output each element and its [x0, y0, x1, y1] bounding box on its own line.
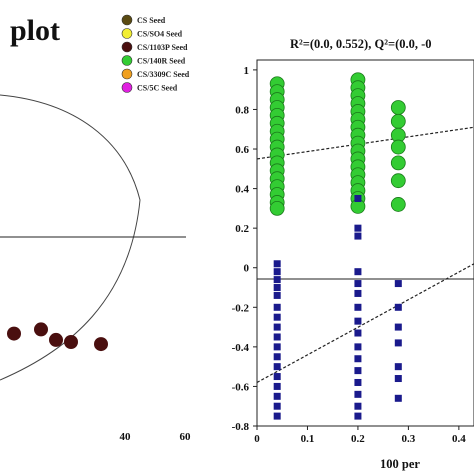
- q2-point-5: [273, 303, 281, 311]
- r2-point-40: [390, 197, 406, 212]
- y-tick-label-1: 0.8: [235, 104, 249, 116]
- x-tick-label-1: 0.1: [301, 433, 315, 445]
- y-tick-label-6: -0.2: [232, 302, 250, 314]
- legend-label-3: CS/140R Seed: [137, 57, 186, 66]
- confidence-ellipse: [0, 94, 141, 381]
- q2-point-20: [354, 268, 362, 276]
- right-points: [269, 72, 406, 420]
- r2-point-16: [269, 200, 285, 216]
- x-tick-label-2: 0.2: [351, 433, 365, 445]
- legend-marker-2: [121, 41, 133, 53]
- q2-point-31: [354, 402, 362, 410]
- legend-marker-4: [121, 68, 133, 80]
- q2-point-28: [354, 367, 362, 375]
- y-tick-label-8: -0.6: [232, 381, 250, 393]
- left-x-ticks: 40 60: [120, 431, 192, 443]
- q2-point-38: [394, 375, 402, 383]
- r2-point-39: [390, 173, 406, 189]
- q2-point-3: [273, 284, 281, 292]
- y-tick-label-5: 0: [244, 263, 250, 275]
- regression-lines: [256, 126, 474, 384]
- r2-point-34: [390, 100, 406, 115]
- q2-point-4: [273, 291, 281, 299]
- q2-point-14: [273, 392, 281, 400]
- q2-point-21: [354, 280, 362, 288]
- r2-point-38: [390, 155, 406, 171]
- q2-point-10: [273, 353, 281, 361]
- q2-point-6: [273, 313, 281, 321]
- left-x-tick-1: 60: [180, 431, 192, 443]
- q2-point-13: [273, 382, 281, 390]
- q2-point-26: [354, 343, 362, 351]
- y-tick-label-9: -0.8: [232, 421, 250, 433]
- y-tick-label-3: 0.4: [235, 184, 249, 196]
- r2-point-37: [390, 139, 406, 155]
- q2-point-25: [354, 329, 362, 337]
- right-x-ticks: 0 0.1 0.2 0.3 0.4: [254, 426, 466, 445]
- right-chart-title: R²=(0.0, 0.552), Q²=(0.0, -0: [290, 37, 432, 51]
- legend-label-0: CS Seed: [137, 16, 166, 25]
- q2-point-1: [273, 268, 281, 276]
- legend-label-2: CS/1103P Seed: [137, 43, 188, 52]
- q2-point-23: [354, 303, 362, 311]
- left-point-4: [94, 337, 108, 352]
- q2-point-37: [394, 363, 402, 371]
- legend: CS Seed CS/SO4 Seed CS/1103P Seed CS/140R S…: [121, 14, 190, 93]
- q2-point-19: [354, 232, 362, 240]
- q2-point-7: [273, 323, 281, 331]
- right-y-ticks: 1 0.8 0.6 0.4 0.2 0 -0.2 -0.4 -0.6 -0.8: [232, 65, 257, 433]
- x-tick-label-4: 0.4: [452, 433, 466, 445]
- q2-point-39: [394, 394, 402, 402]
- q2-point-15: [273, 402, 281, 410]
- r2-point-35: [390, 113, 406, 129]
- left-point-3: [64, 335, 78, 349]
- left-point-2: [49, 332, 63, 347]
- q2-point-18: [354, 224, 362, 232]
- legend-label-5: CS/5C Seed: [137, 84, 178, 93]
- x-tick-label-3: 0.3: [402, 433, 416, 445]
- legend-marker-5: [121, 82, 133, 93]
- legend-label-1: CS/SO4 Seed: [137, 30, 183, 39]
- left-x-tick-0: 40: [120, 431, 132, 443]
- q2-point-2: [273, 276, 281, 284]
- y-tick-label-7: -0.4: [232, 342, 250, 354]
- legend-marker-3: [121, 55, 133, 66]
- legend-marker-1: [121, 28, 133, 39]
- q2-point-33: [394, 280, 402, 288]
- y-tick-label-4: 0.2: [235, 223, 249, 235]
- x-tick-label-0: 0: [254, 433, 260, 445]
- left-point-0: [7, 326, 21, 341]
- y-tick-label-2: 0.6: [235, 144, 249, 156]
- q2-point-36: [394, 339, 402, 347]
- regression-line-0: [256, 126, 474, 160]
- left-chart-title: plot: [10, 14, 60, 47]
- q2-point-22: [354, 289, 362, 297]
- legend-label-4: CS/3309C Seed: [137, 70, 190, 79]
- q2-point-24: [354, 317, 362, 325]
- legend-marker-0: [121, 14, 133, 26]
- q2-point-17: [354, 194, 362, 202]
- y-tick-label-0: 1: [244, 65, 250, 77]
- q2-point-27: [354, 355, 362, 363]
- left-points: [7, 322, 108, 352]
- q2-point-32: [354, 412, 362, 420]
- q2-point-0: [273, 260, 281, 268]
- q2-point-12: [273, 373, 281, 381]
- q2-point-29: [354, 378, 362, 386]
- q2-point-16: [273, 412, 281, 420]
- q2-point-35: [394, 323, 402, 331]
- regression-line-1: [256, 263, 474, 384]
- q2-point-11: [273, 363, 281, 371]
- left-point-1: [34, 322, 48, 337]
- plot-frame: [256, 59, 474, 427]
- q2-point-34: [394, 303, 402, 311]
- q2-point-9: [273, 343, 281, 351]
- q2-point-30: [354, 390, 362, 398]
- right-panel: R²=(0.0, 0.552), Q²=(0.0, -0 10.80.60.40…: [232, 37, 474, 471]
- q2-point-8: [273, 333, 281, 341]
- right-x-axis-label: 100 per: [380, 457, 420, 471]
- left-panel: plot 40 60: [0, 14, 191, 443]
